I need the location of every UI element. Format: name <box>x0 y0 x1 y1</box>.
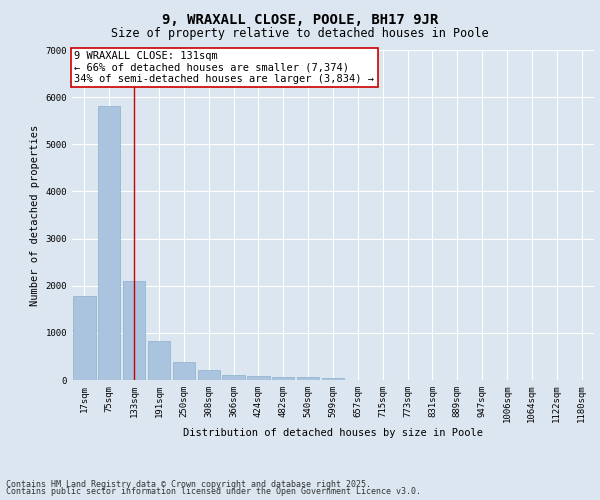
Text: 9, WRAXALL CLOSE, POOLE, BH17 9JR: 9, WRAXALL CLOSE, POOLE, BH17 9JR <box>162 12 438 26</box>
Bar <box>123 281 145 380</box>
Bar <box>247 376 269 380</box>
Bar <box>148 341 170 380</box>
Text: Contains HM Land Registry data © Crown copyright and database right 2025.: Contains HM Land Registry data © Crown c… <box>6 480 371 489</box>
Bar <box>297 377 319 380</box>
Text: 9 WRAXALL CLOSE: 131sqm
← 66% of detached houses are smaller (7,374)
34% of semi: 9 WRAXALL CLOSE: 131sqm ← 66% of detache… <box>74 51 374 84</box>
Text: Size of property relative to detached houses in Poole: Size of property relative to detached ho… <box>111 28 489 40</box>
Y-axis label: Number of detached properties: Number of detached properties <box>30 124 40 306</box>
Bar <box>322 378 344 380</box>
Bar <box>98 106 121 380</box>
Text: Contains public sector information licensed under the Open Government Licence v3: Contains public sector information licen… <box>6 487 421 496</box>
Bar <box>197 370 220 380</box>
Bar <box>223 376 245 380</box>
Bar <box>73 296 95 380</box>
Bar <box>173 362 195 380</box>
Bar <box>272 377 295 380</box>
X-axis label: Distribution of detached houses by size in Poole: Distribution of detached houses by size … <box>183 428 483 438</box>
